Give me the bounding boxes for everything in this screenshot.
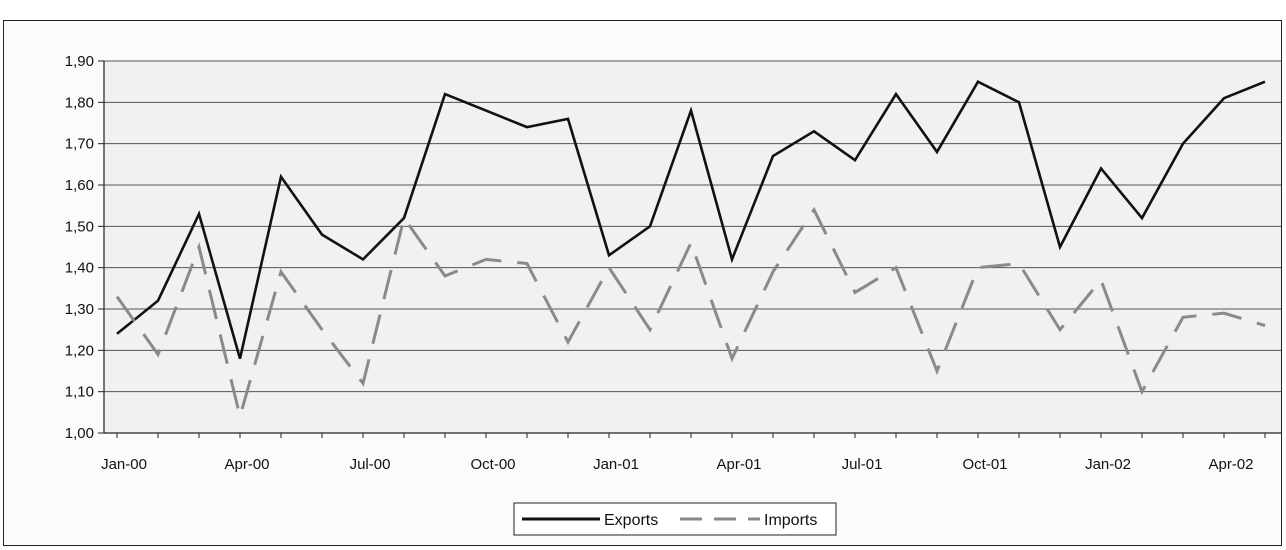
x-tick-label: Jan-02 <box>1085 456 1131 473</box>
x-axis-ticks: Jan-00 Apr-00 Jul-00 Oct-00 Jan-01 Apr-01 Jul-… <box>101 433 1266 473</box>
y-tick-label: 1,30 <box>65 301 94 318</box>
series-line-exports <box>116 79 1266 359</box>
y-tick-label: 1,90 <box>65 53 94 70</box>
x-tick-label: Jul-01 <box>842 456 883 473</box>
y-tick-label: 1,10 <box>65 384 94 401</box>
x-tick-label: Oct-01 <box>962 456 1007 473</box>
line-chart: 1,00 1,10 1,20 1,30 1,40 1,50 1,60 1,70 1,80 1,90… <box>65 53 1281 536</box>
y-tick-label: 1,60 <box>65 177 94 194</box>
series-line-imports <box>115 206 1266 423</box>
series-layer <box>115 79 1266 423</box>
x-tick-label: Jan-01 <box>593 456 639 473</box>
y-tick-label: 1,20 <box>65 342 94 359</box>
x-tick-label: Apr-02 <box>1208 456 1253 473</box>
chart-frame: 1,00 1,10 1,20 1,30 1,40 1,50 1,60 1,70 1,80 1,90… <box>3 20 1282 546</box>
y-tick-label: 1,00 <box>65 425 94 442</box>
legend-label-imports: Imports <box>764 512 817 529</box>
legend-label-exports: Exports <box>604 512 658 529</box>
y-axis-ticks: 1,00 1,10 1,20 1,30 1,40 1,50 1,60 1,70 1,80 1,90 <box>65 53 104 442</box>
y-tick-label: 1,80 <box>65 94 94 111</box>
y-tick-label: 1,70 <box>65 136 94 153</box>
x-tick-label: Apr-01 <box>716 456 761 473</box>
y-tick-label: 1,40 <box>65 260 94 277</box>
gridlines <box>104 60 1281 393</box>
x-tick-label: Oct-00 <box>470 456 515 473</box>
x-tick-label: Jan-00 <box>101 456 147 473</box>
y-tick-label: 1,50 <box>65 218 94 235</box>
plot-area <box>104 61 1281 433</box>
x-tick-label: Apr-00 <box>224 456 269 473</box>
legend: Exports Imports <box>513 502 837 536</box>
x-tick-label: Jul-00 <box>350 456 391 473</box>
